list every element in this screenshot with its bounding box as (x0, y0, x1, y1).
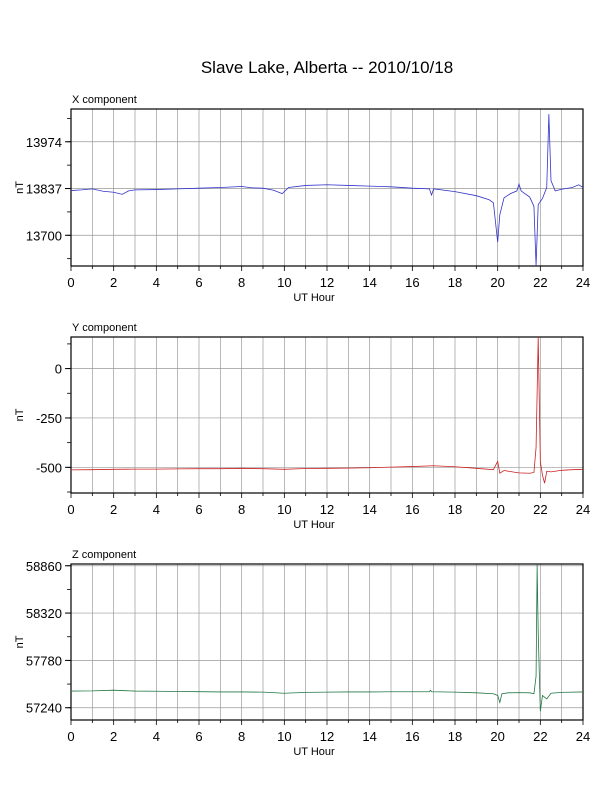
x-tick-label: 2 (110, 502, 117, 517)
panel-title: Z component (72, 549, 136, 561)
x-tick-label: 12 (320, 729, 334, 744)
data-series-line (70, 564, 584, 712)
x-tick-label: 14 (362, 729, 376, 744)
x-tick-label: 22 (533, 729, 547, 744)
y-tick-label: 13700 (26, 228, 62, 243)
y-tick-label: 57780 (26, 653, 62, 668)
y-tick-label: -250 (36, 411, 62, 426)
data-series-line (70, 114, 584, 267)
y-tick-label: 0 (55, 362, 62, 377)
x-tick-label: 20 (490, 275, 504, 290)
x-tick-label: 16 (405, 502, 419, 517)
y-tick-label: -500 (36, 460, 62, 475)
y-axis-label: nT (14, 408, 26, 421)
x-tick-label: 16 (405, 275, 419, 290)
y-axis-label: nT (14, 635, 26, 648)
x-tick-label: 12 (320, 502, 334, 517)
x-tick-label: 14 (362, 502, 376, 517)
x-tick-label: 12 (320, 275, 334, 290)
x-tick-label: 20 (490, 729, 504, 744)
y-tick-label: 58320 (26, 606, 62, 621)
z-component-panel: 0 2 4 6 8 10 12 14 16 18 20 22 245886058320577805724… (14, 549, 590, 758)
x-tick-label: 4 (153, 275, 160, 290)
x-tick-label: 10 (277, 275, 291, 290)
x-tick-label: 6 (195, 729, 202, 744)
x-tick-label: 22 (533, 275, 547, 290)
x-tick-label: 24 (576, 502, 590, 517)
x-tick-label: 8 (238, 729, 245, 744)
x-tick-label: 0 (67, 502, 74, 517)
x-tick-label: 6 (195, 502, 202, 517)
x-tick-label: 6 (195, 275, 202, 290)
x-tick-label: 4 (153, 502, 160, 517)
x-tick-label: 8 (238, 502, 245, 517)
y-axis-label: nT (14, 181, 26, 194)
x-axis-label: UT Hour (293, 746, 335, 758)
x-tick-label: 24 (576, 275, 590, 290)
x-axis-label: UT Hour (293, 519, 335, 531)
x-tick-label: 10 (277, 729, 291, 744)
x-tick-label: 4 (153, 729, 160, 744)
x-tick-label: 16 (405, 729, 419, 744)
x-tick-label: 8 (238, 275, 245, 290)
x-tick-label: 18 (448, 729, 462, 744)
x-tick-label: 18 (448, 275, 462, 290)
y-tick-label: 13837 (26, 182, 62, 197)
x-tick-label: 10 (277, 502, 291, 517)
y-tick-label: 13974 (26, 135, 62, 150)
x-tick-label: 2 (110, 729, 117, 744)
x-tick-label: 14 (362, 275, 376, 290)
x-tick-label: 22 (533, 502, 547, 517)
x-tick-label: 24 (576, 729, 590, 744)
y-tick-label: 58860 (26, 559, 62, 574)
page-title: Slave Lake, Alberta -- 2010/10/18 (200, 58, 454, 77)
x-tick-label: 18 (448, 502, 462, 517)
data-series-line (70, 336, 584, 484)
x-tick-label: 0 (67, 275, 74, 290)
panel-title: X component (72, 94, 137, 106)
panel-title: Y component (72, 322, 137, 334)
x-tick-label: 2 (110, 275, 117, 290)
x-tick-label: 0 (67, 729, 74, 744)
x-tick-label: 20 (490, 502, 504, 517)
x-axis-label: UT Hour (293, 292, 335, 304)
y-tick-label: 57240 (26, 701, 62, 716)
